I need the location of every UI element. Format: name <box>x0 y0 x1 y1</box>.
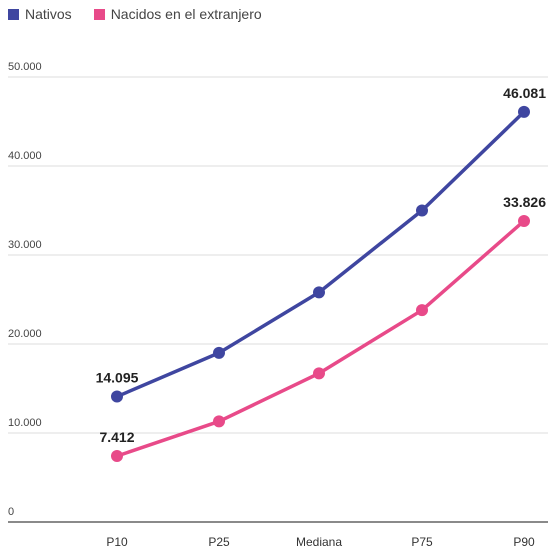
y-tick-label: 50.000 <box>8 61 42 73</box>
data-label: 33.826 <box>503 194 546 210</box>
series-line-1 <box>115 219 526 458</box>
legend: Nativos Nacidos en el extranjero <box>8 6 262 22</box>
y-tick-label: 40.000 <box>8 150 42 162</box>
data-point <box>518 214 530 227</box>
data-point <box>416 304 428 317</box>
data-point <box>213 415 225 428</box>
x-tick-label: P90 <box>513 535 535 549</box>
y-tick-label: 30.000 <box>8 239 42 251</box>
legend-label-extranjero: Nacidos en el extranjero <box>110 6 262 22</box>
data-point <box>111 450 123 463</box>
x-tick-label: Mediana <box>296 535 342 549</box>
data-point <box>213 346 225 359</box>
data-label: 46.081 <box>503 85 546 101</box>
legend-label-nativos: Nativos <box>25 6 72 22</box>
data-point <box>518 105 530 118</box>
y-tick-label: 10.000 <box>8 417 42 429</box>
legend-item-nativos: Nativos <box>8 6 72 22</box>
data-point <box>111 390 123 403</box>
legend-item-extranjero: Nacidos en el extranjero <box>93 6 262 22</box>
x-tick-label: P25 <box>208 535 230 549</box>
data-point <box>313 367 325 380</box>
x-tick-label: P10 <box>106 535 128 549</box>
data-point <box>313 286 325 299</box>
y-tick-label: 0 <box>8 506 14 518</box>
x-tick-label: P75 <box>411 535 433 549</box>
data-label: 7.412 <box>99 429 134 445</box>
legend-swatch-extranjero <box>93 8 105 20</box>
data-label: 14.095 <box>96 370 139 386</box>
legend-swatch-nativos <box>8 8 19 20</box>
data-point <box>416 204 428 217</box>
series-line-0 <box>115 110 526 399</box>
y-tick-label: 20.000 <box>8 328 42 340</box>
